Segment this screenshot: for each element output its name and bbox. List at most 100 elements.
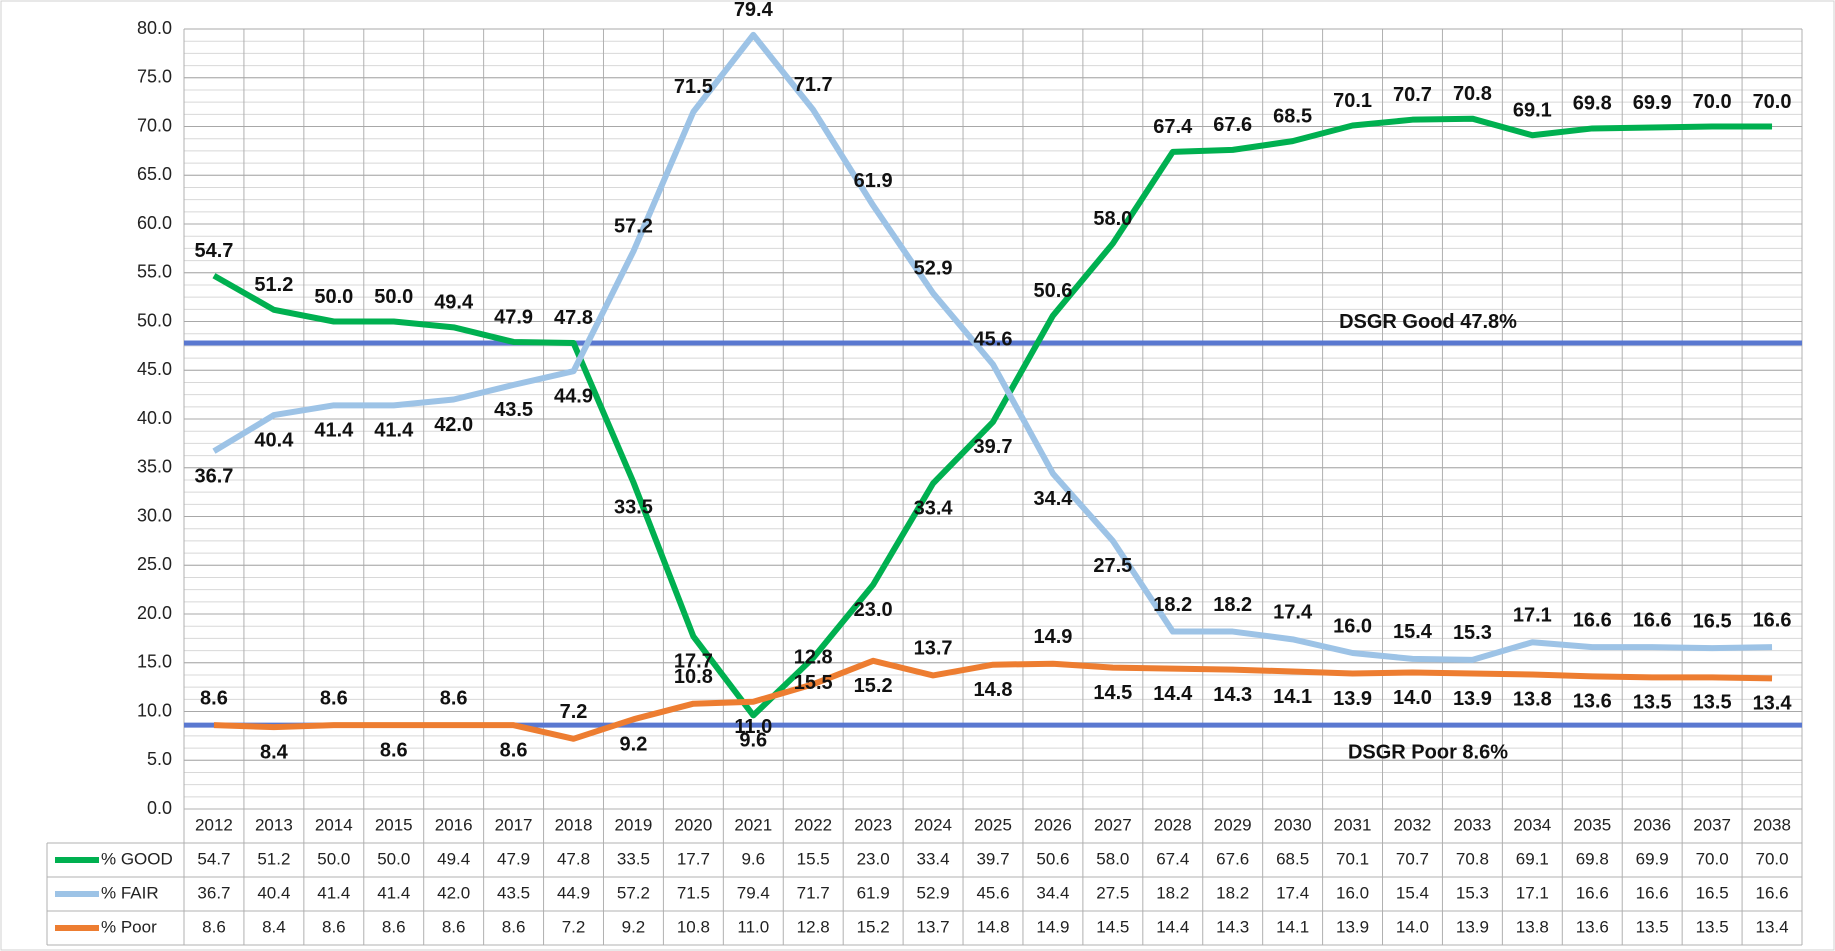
data-label: 13.5 xyxy=(1693,692,1732,714)
x-tick-label: 2013 xyxy=(255,815,293,834)
data-label: 12.8 xyxy=(794,646,833,668)
x-tick-label: 2017 xyxy=(495,815,533,834)
legend-label: % Poor xyxy=(101,917,157,936)
table-cell: 14.3 xyxy=(1216,917,1249,936)
data-label: 71.7 xyxy=(794,74,833,96)
table-cell: 13.9 xyxy=(1456,917,1489,936)
data-label: 47.9 xyxy=(494,306,533,328)
table-cell: 8.6 xyxy=(502,917,526,936)
table-cell: 13.6 xyxy=(1576,917,1609,936)
data-label: 27.5 xyxy=(1093,555,1132,577)
table-cell: 67.4 xyxy=(1156,849,1189,868)
data-label: 50.6 xyxy=(1033,280,1072,302)
y-tick-label: 35.0 xyxy=(137,457,172,477)
table-cell: 18.2 xyxy=(1216,883,1249,902)
x-tick-label: 2033 xyxy=(1453,815,1491,834)
table-cell: 14.5 xyxy=(1096,917,1129,936)
data-label: 15.5 xyxy=(794,672,833,694)
table-cell: 36.7 xyxy=(197,883,230,902)
data-label: 7.2 xyxy=(560,701,588,723)
table-cell: 23.0 xyxy=(857,849,890,868)
table-cell: 8.6 xyxy=(202,917,226,936)
table-cell: 17.1 xyxy=(1516,883,1549,902)
data-label: 15.4 xyxy=(1393,621,1433,643)
table-cell: 45.6 xyxy=(976,883,1009,902)
data-label: 49.4 xyxy=(434,292,474,314)
y-tick-label: 20.0 xyxy=(137,603,172,623)
data-label: 33.5 xyxy=(614,497,653,519)
x-tick-label: 2016 xyxy=(435,815,473,834)
table-cell: 14.8 xyxy=(976,917,1009,936)
data-label: 15.2 xyxy=(854,675,893,697)
x-tick-label: 2024 xyxy=(914,815,952,834)
table-cell: 44.9 xyxy=(557,883,590,902)
data-label: 8.6 xyxy=(320,687,348,709)
data-label: 68.5 xyxy=(1273,105,1312,127)
table-cell: 41.4 xyxy=(377,883,410,902)
table-cell: 15.4 xyxy=(1396,883,1429,902)
data-label: 57.2 xyxy=(614,216,653,238)
data-label: 14.1 xyxy=(1273,686,1312,708)
x-tick-label: 2027 xyxy=(1094,815,1132,834)
table-cell: 50.0 xyxy=(317,849,350,868)
table-cell: 70.8 xyxy=(1456,849,1489,868)
table-cell: 16.6 xyxy=(1576,883,1609,902)
data-label: 41.4 xyxy=(374,420,414,442)
table-cell: 16.5 xyxy=(1696,883,1729,902)
y-tick-label: 70.0 xyxy=(137,115,172,135)
table-cell: 47.8 xyxy=(557,849,590,868)
table-cell: 17.7 xyxy=(677,849,710,868)
x-tick-label: 2030 xyxy=(1274,815,1312,834)
data-label: 50.0 xyxy=(374,286,413,308)
table-cell: 51.2 xyxy=(257,849,290,868)
data-label: 13.6 xyxy=(1573,691,1612,713)
table-cell: 16.6 xyxy=(1636,883,1669,902)
table-cell: 8.6 xyxy=(442,917,466,936)
table-cell: 9.6 xyxy=(741,849,765,868)
x-tick-label: 2035 xyxy=(1573,815,1611,834)
data-label: 69.1 xyxy=(1513,100,1552,122)
x-tick-label: 2014 xyxy=(315,815,353,834)
x-tick-label: 2038 xyxy=(1753,815,1791,834)
x-tick-label: 2029 xyxy=(1214,815,1252,834)
data-label: 17.4 xyxy=(1273,602,1313,624)
data-label: 10.8 xyxy=(674,666,713,688)
x-tick-label: 2034 xyxy=(1513,815,1551,834)
table-cell: 70.7 xyxy=(1396,849,1429,868)
table-cell: 41.4 xyxy=(317,883,350,902)
data-label: 41.4 xyxy=(314,420,354,442)
table-cell: 70.0 xyxy=(1755,849,1788,868)
x-tick-label: 2032 xyxy=(1394,815,1432,834)
table-cell: 15.5 xyxy=(797,849,830,868)
data-label: 13.9 xyxy=(1333,688,1372,710)
table-cell: 16.0 xyxy=(1336,883,1369,902)
data-label: 40.4 xyxy=(254,429,294,451)
data-label: 58.0 xyxy=(1093,208,1132,230)
table-cell: 47.9 xyxy=(497,849,530,868)
data-label: 42.0 xyxy=(434,414,473,436)
data-label: 70.7 xyxy=(1393,84,1432,106)
data-label: 47.8 xyxy=(554,307,593,329)
data-label: 14.9 xyxy=(1033,626,1072,648)
table-cell: 42.0 xyxy=(437,883,470,902)
table-cell: 13.5 xyxy=(1636,917,1669,936)
table-cell: 33.4 xyxy=(917,849,950,868)
table-cell: 43.5 xyxy=(497,883,530,902)
data-label: 9.2 xyxy=(620,734,648,756)
x-tick-label: 2019 xyxy=(615,815,653,834)
data-label: 14.5 xyxy=(1093,682,1132,704)
x-tick-label: 2020 xyxy=(674,815,712,834)
data-label: 13.7 xyxy=(914,638,953,660)
table-cell: 69.1 xyxy=(1516,849,1549,868)
reference-label: DSGR Good 47.8% xyxy=(1339,311,1517,333)
data-label: 61.9 xyxy=(854,170,893,192)
data-label: 9.6 xyxy=(739,730,767,752)
data-label: 70.8 xyxy=(1453,83,1492,105)
table-cell: 8.6 xyxy=(322,917,346,936)
y-tick-label: 75.0 xyxy=(137,67,172,87)
data-label: 16.6 xyxy=(1573,609,1612,631)
x-tick-label: 2018 xyxy=(555,815,593,834)
x-tick-label: 2028 xyxy=(1154,815,1192,834)
data-label: 11.0 xyxy=(734,716,772,738)
